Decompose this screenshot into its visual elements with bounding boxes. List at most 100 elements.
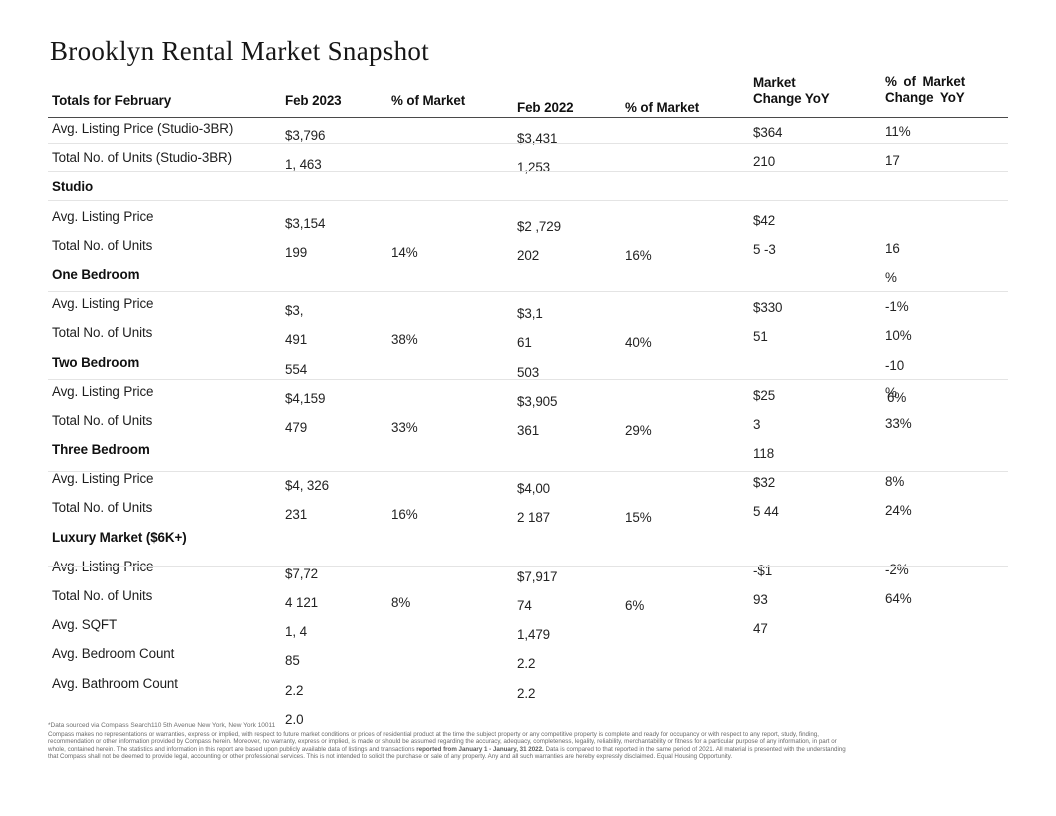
disclaimer-text: whole, contained herein. The statistics … — [48, 745, 417, 753]
cell-c2: $3, — [285, 303, 304, 319]
row-label: Avg. Listing Price — [52, 296, 154, 312]
cell-c2: 1, 4 — [285, 624, 307, 640]
cell-c3 — [391, 176, 517, 186]
cell-c6: 3 — [753, 416, 761, 432]
cell-c7: 17 — [885, 153, 900, 169]
cell-c2: 1, 463 — [285, 157, 322, 173]
cell-c3 — [391, 673, 517, 683]
cell-c5 — [625, 118, 753, 131]
header-line: Feb 2023 — [285, 93, 342, 108]
cell-c3 — [391, 527, 517, 537]
cell-c5 — [625, 614, 753, 627]
cell-c4: $3,905 — [517, 393, 558, 409]
cell-c6 — [753, 264, 885, 271]
cell-c6: 5 -3 — [753, 241, 776, 257]
cell-c2: 491 — [285, 332, 308, 348]
row-label: Avg. SQFT — [52, 617, 118, 633]
cell-c7: 11% — [885, 124, 911, 139]
row-label: Total No. of Units — [52, 325, 153, 341]
cell-c7: -1% — [885, 299, 909, 315]
cell-c4: 61 — [517, 335, 532, 351]
cell-c5 — [625, 176, 753, 189]
row-label: Total No. of Units — [52, 588, 153, 603]
table-row: Total No. of Units (Studio-3BR) 1, 463 1,2… — [52, 147, 1004, 176]
cell-c2: $3,796 — [285, 128, 326, 143]
cell-c6: $32 — [753, 475, 776, 491]
row-label: Total No. of Units — [52, 500, 153, 516]
cell-c5 — [625, 643, 753, 656]
cell-c6: 47 — [753, 621, 768, 637]
cell-c7 — [885, 176, 1004, 182]
cell-c2: $4, 326 — [285, 478, 329, 494]
disclaimer-line: recommendation or other information prov… — [48, 738, 837, 746]
cell-c7: 64% — [885, 591, 912, 606]
cell-c3: 16% — [391, 507, 418, 523]
cell-c5 — [625, 147, 753, 160]
cell-c4: 2.2 — [517, 685, 536, 701]
cell-c3: 33% — [391, 419, 418, 435]
footnote: *Data sourced via Compass Search110 5th … — [48, 722, 276, 729]
cell-c6 — [753, 176, 885, 183]
cell-c7 — [885, 206, 1004, 212]
cell-c2: $3,154 — [285, 215, 326, 231]
cell-c2: 4 121 — [285, 595, 319, 610]
cell-c3 — [391, 118, 517, 128]
cell-c6: $330 — [753, 300, 783, 316]
cell-c2: 554 — [285, 361, 308, 377]
cell-c7: 24% — [885, 503, 912, 519]
table-rows: Avg. Listing Price (Studio-3BR) $3,796 $3,… — [52, 118, 1004, 702]
cell-c4: $3,1 — [517, 306, 543, 322]
cell-c3 — [391, 206, 517, 216]
table-row: Total No. of Units 199 14% 202 16% 5 -3 16 — [52, 235, 1004, 264]
cell-c5: 15% — [625, 510, 652, 526]
section-row: Luxury Market ($6K+) — [52, 527, 1004, 556]
cell-c6 — [753, 673, 885, 680]
header-feb-2023: Feb 2023 — [285, 93, 391, 109]
stray-cell-value: 2.0 — [285, 712, 304, 727]
page-title: Brooklyn Rental Market Snapshot — [50, 36, 430, 66]
section-label: Luxury Market ($6K+) — [52, 529, 187, 545]
cell-c7: -2% — [885, 561, 909, 577]
table-row: Avg. Bedroom Count 85 2.2 — [52, 643, 1004, 672]
cell-c3 — [391, 439, 517, 449]
row-label: Total No. of Units (Studio-3BR) — [52, 150, 232, 166]
cell-c3 — [391, 468, 517, 478]
row-rule — [48, 566, 1008, 567]
cell-c5 — [625, 264, 753, 277]
cell-c3: 8% — [391, 595, 411, 610]
cell-c6: 5 44 — [753, 504, 779, 520]
cell-c4: 503 — [517, 364, 540, 380]
row-rule — [48, 471, 1008, 472]
cell-c7: 10% — [885, 328, 912, 344]
cell-c5 — [625, 527, 753, 540]
section-row: Two Bedroom 554 503 -10 — [52, 352, 1004, 381]
table-row: Avg. SQFT 1, 4 1,479 47 — [52, 614, 1004, 643]
cell-c2: $4,159 — [285, 390, 326, 406]
row-label: Avg. Listing Price — [52, 471, 154, 487]
cell-c6: $25 — [753, 387, 776, 403]
row-label: Avg. Listing Price — [52, 383, 154, 399]
cell-c3 — [391, 147, 517, 157]
row-label: Avg. Bedroom Count — [52, 646, 175, 662]
header-market-change-yoy: Market Change YoY — [753, 75, 885, 107]
cell-c7 — [885, 673, 1004, 679]
table-row: Total No. of Units 231 16% 2 187 15% 5 44 24% — [52, 497, 1004, 526]
cell-c2 — [285, 439, 391, 449]
section-label: Three Bedroom — [52, 442, 150, 458]
row-rule — [48, 171, 1008, 172]
cell-c2: $7,72 — [285, 565, 319, 581]
cell-c4 — [517, 439, 625, 452]
header-pct-of-market-2023: % of Market — [391, 93, 517, 109]
section-label: Studio — [52, 179, 94, 195]
cell-c6: 210 — [753, 154, 776, 170]
cell-c5 — [625, 352, 753, 365]
cell-c3: 38% — [391, 332, 418, 348]
table-row: Avg. Listing Price $4, 326 $4,00 $32 8% — [52, 468, 1004, 497]
row-rule — [48, 379, 1008, 380]
cell-c7: 16 — [885, 240, 900, 256]
row-rule — [48, 291, 1008, 292]
table-row: Total No. of Units 4 121 8% 74 6% 93 64% — [52, 585, 1004, 614]
row-label: Total No. of Units — [52, 412, 153, 428]
cell-c7 — [885, 439, 1004, 445]
